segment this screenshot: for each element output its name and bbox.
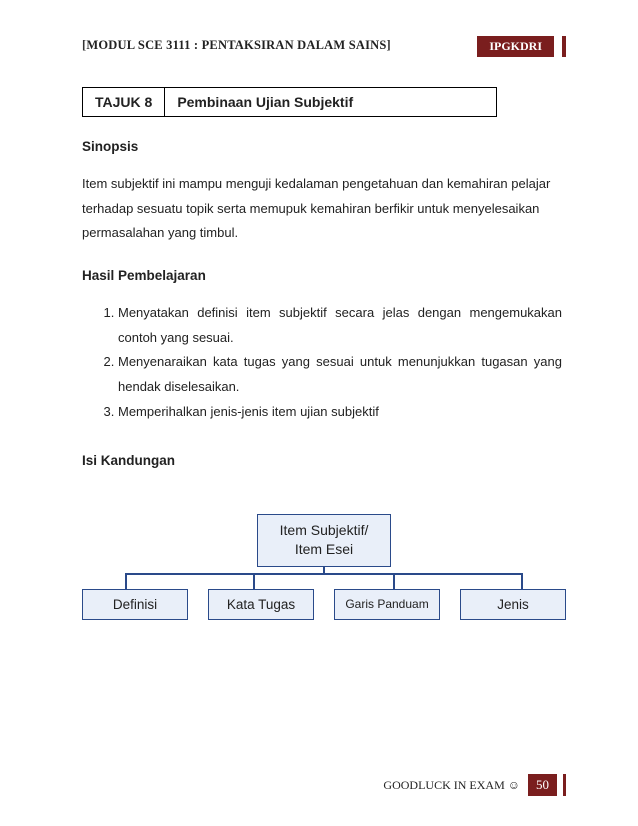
tree-leaf-node: Definisi	[82, 589, 188, 620]
root-line2: Item Esei	[258, 540, 390, 560]
page-footer: GOODLUCK IN EXAM ☺ 50	[383, 774, 566, 796]
hasil-heading: Hasil Pembelajaran	[82, 268, 566, 283]
list-item: Menyenaraikan kata tugas yang sesuai unt…	[118, 350, 566, 399]
page-number: 50	[528, 774, 557, 796]
tree-leaf-node: Jenis	[460, 589, 566, 620]
list-item: Menyatakan definisi item subjektif secar…	[118, 301, 566, 350]
topic-title-box: TAJUK 8 Pembinaan Ujian Subjektif	[82, 87, 497, 117]
tree-leaves-row: Definisi Kata Tugas Garis Panduam Jenis	[82, 589, 566, 620]
list-item: Memperihalkan jenis-jenis item ujian sub…	[118, 400, 566, 425]
tree-leaf-node: Garis Panduam	[334, 589, 440, 620]
footer-decor	[563, 774, 566, 796]
header-decor	[562, 36, 566, 57]
sinopsis-body: Item subjektif ini mampu menguji kedalam…	[82, 172, 566, 246]
isi-heading: Isi Kandungan	[82, 453, 566, 468]
header-module: [MODUL SCE 3111 : PENTAKSIRAN DALAM SAIN…	[82, 36, 477, 57]
topic-title: Pembinaan Ujian Subjektif	[165, 88, 497, 117]
header-module-text: MODUL SCE 3111 : PENTAKSIRAN DALAM SAINS	[86, 38, 386, 52]
footer-text: GOODLUCK IN EXAM ☺	[383, 774, 528, 796]
header-badge: IPGKDRI	[477, 36, 554, 57]
tree-leaf-node: Kata Tugas	[208, 589, 314, 620]
root-line1: Item Subjektif/	[258, 521, 390, 541]
page-header: [MODUL SCE 3111 : PENTAKSIRAN DALAM SAIN…	[82, 36, 566, 57]
content-tree-diagram: Item Subjektif/ Item Esei Definisi Kata …	[82, 514, 566, 620]
tree-root-node: Item Subjektif/ Item Esei	[257, 514, 391, 567]
topic-label: TAJUK 8	[83, 88, 165, 117]
sinopsis-heading: Sinopsis	[82, 139, 566, 154]
tree-connector	[125, 575, 523, 589]
hasil-list: Menyatakan definisi item subjektif secar…	[82, 301, 566, 424]
